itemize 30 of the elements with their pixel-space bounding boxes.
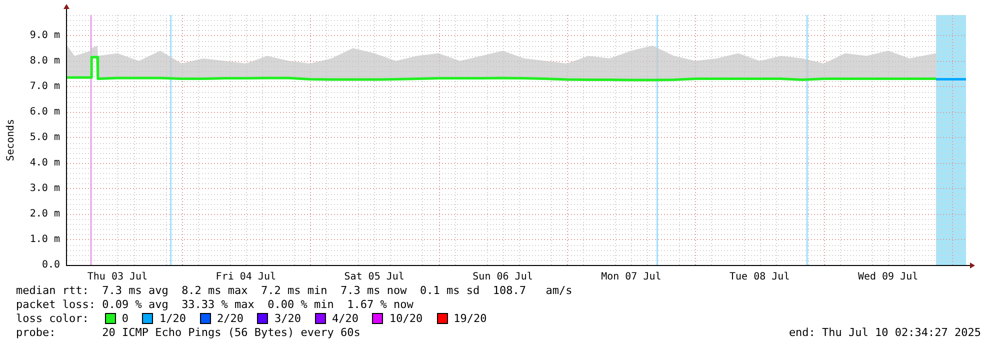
legend-label: 10/20: [389, 312, 423, 325]
text: end: Thu Jul 10 02:34:27 2025: [788, 326, 981, 340]
y-tick-label: 4.0 m: [30, 158, 60, 169]
legend-label: 2/20: [216, 312, 244, 325]
x-tick-label: Wed 09 Jul: [858, 272, 918, 283]
y-tick-label: 2.0 m: [30, 208, 60, 220]
x-tick-label: Sun 06 Jul: [472, 272, 533, 283]
y-tick-label: 3.0 m: [30, 183, 60, 194]
legend-title: loss color:: [16, 312, 89, 325]
legend-label: 1/20: [159, 312, 186, 325]
x-tick-label: Thu 03 Jul: [87, 272, 148, 283]
x-tick-label: Mon 07 Jul: [601, 272, 662, 283]
legend-label: 4/20: [332, 312, 358, 325]
y-tick-label: 5.0 m: [30, 132, 60, 144]
text: probe: 20 ICMP Echo Pings (56 Bytes) every 60s: [16, 326, 360, 340]
legend-label: 19/20: [454, 312, 487, 325]
y-tick-label: 8.0 m: [30, 56, 60, 67]
x-tick-label: Sat 05 Jul: [344, 272, 404, 283]
y-tick-label: 6.0 m: [30, 106, 60, 118]
y-tick-label: 1.0 m: [30, 234, 60, 246]
x-tick-label: Tue 08 Jul: [730, 272, 790, 283]
y-tick-label: 0.0: [42, 260, 60, 271]
y-tick-label: 9.0 m: [30, 30, 60, 41]
text: packet loss: 0.09 % avg 33.33 % max 0.00 % min 1.67 % now: [16, 298, 414, 312]
text: median rtt: 7.3 ms avg 8.2 ms max 7.2 ms min 7.3 ms now 0.1 ms sd 108.7 am/s: [16, 284, 572, 298]
legend-label: 0: [122, 312, 128, 325]
y-tick-label: 7.0 m: [30, 81, 60, 92]
y-axis-title: Seconds: [6, 118, 17, 162]
legend-label: 3/20: [274, 312, 301, 325]
x-tick-label: Fri 04 Jul: [216, 272, 276, 283]
